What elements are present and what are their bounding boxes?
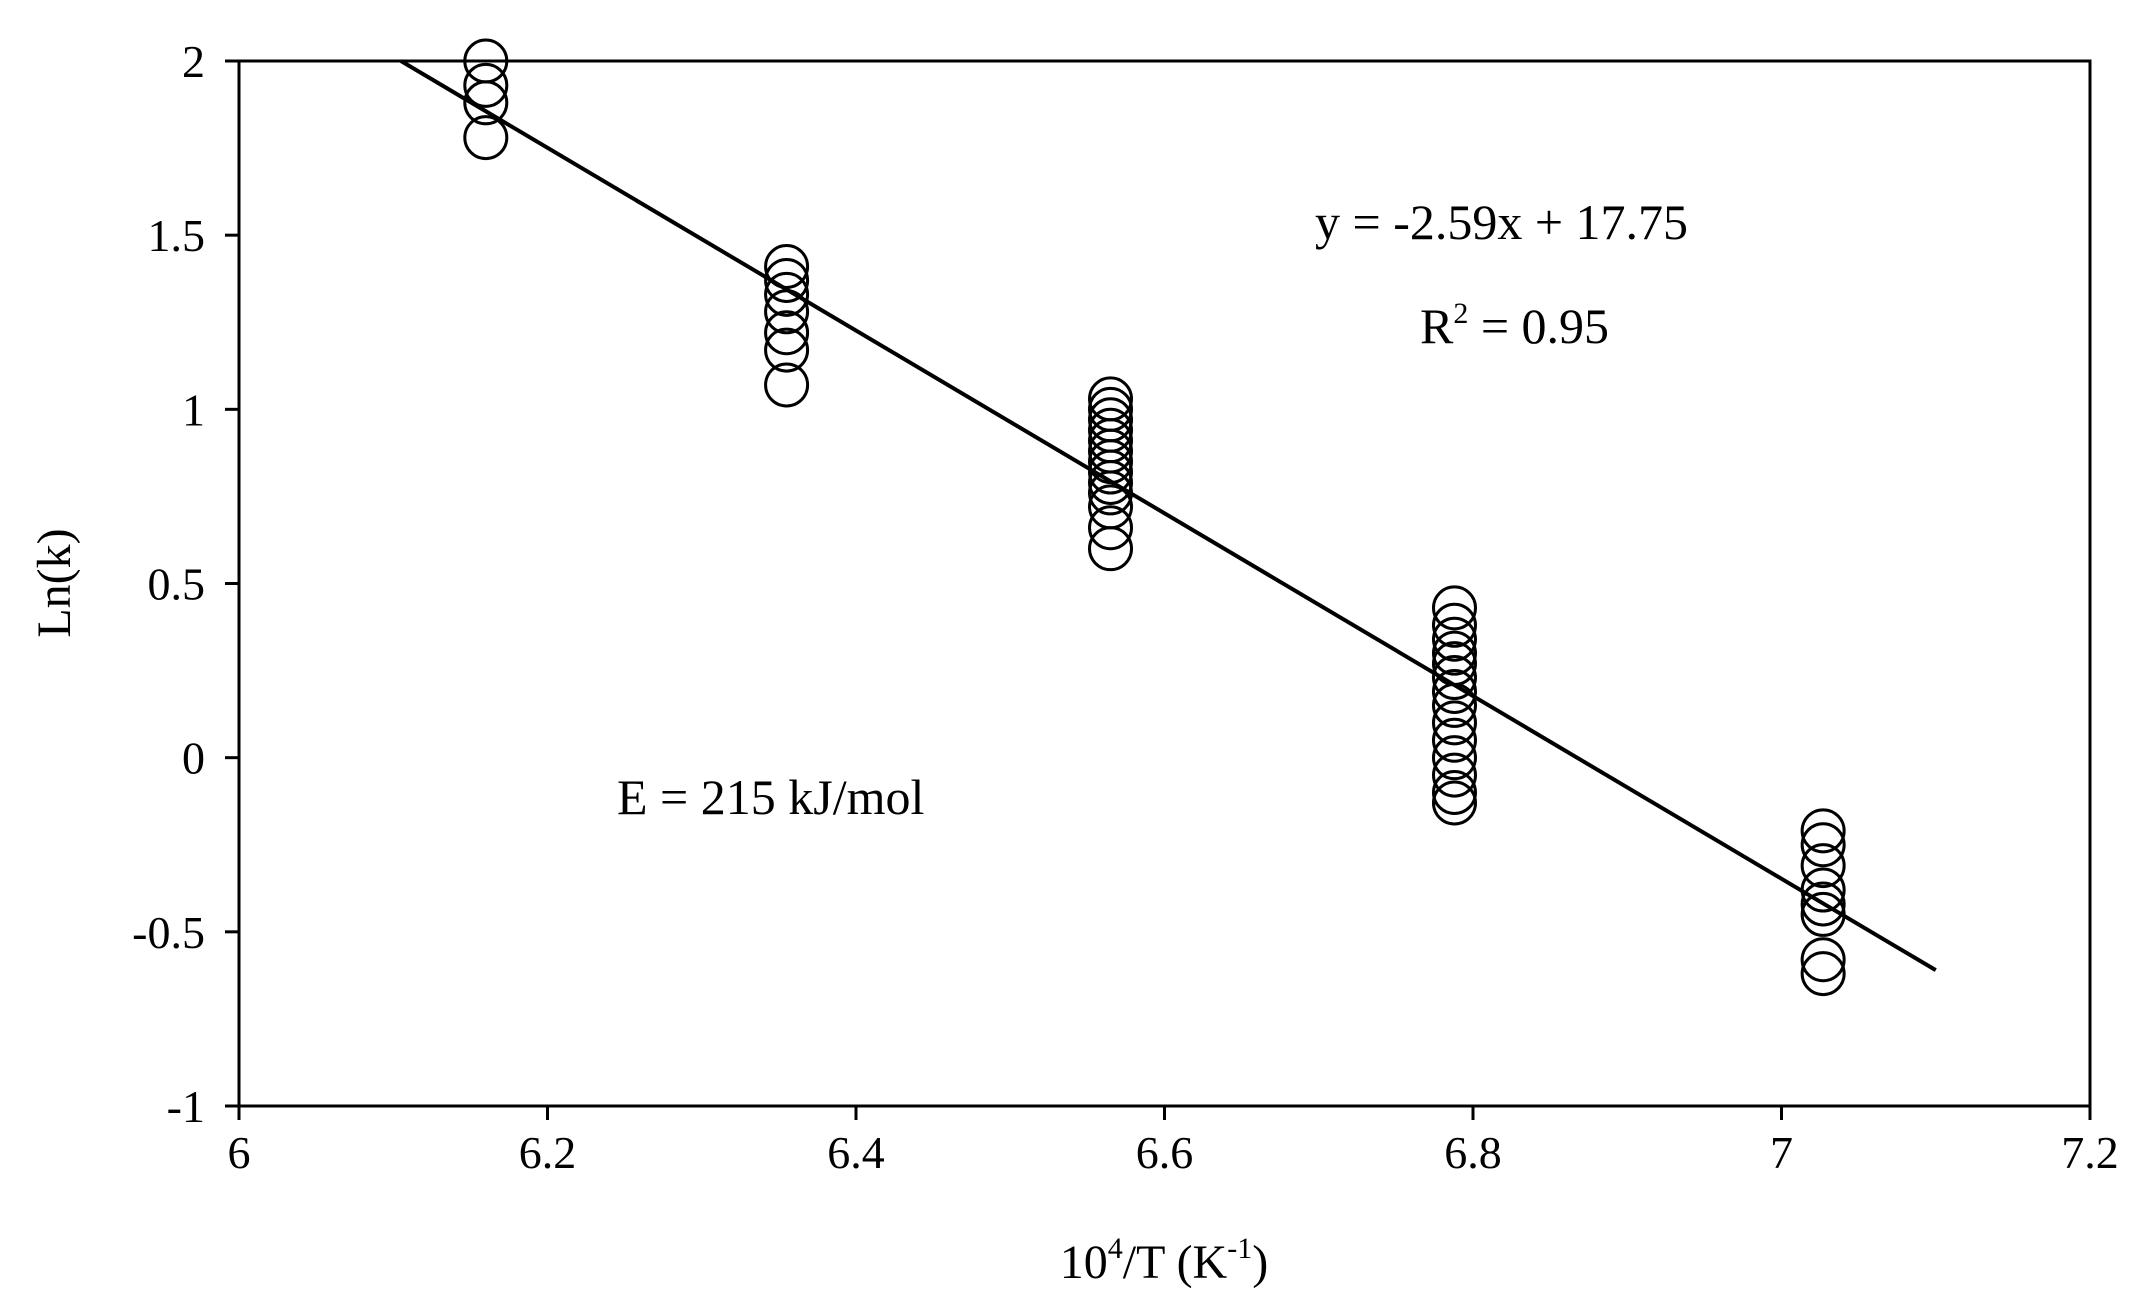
- r-squared-prefix: R: [1420, 298, 1454, 354]
- data-point: [463, 62, 509, 108]
- data-point: [1431, 735, 1477, 781]
- data-point: [764, 310, 810, 356]
- y-tick-label: -1: [167, 1081, 205, 1132]
- data-point: [1431, 655, 1477, 701]
- data-point: [1800, 843, 1846, 889]
- y-axis-title: Ln(k): [28, 528, 81, 637]
- y-tick-label: 2: [182, 36, 205, 87]
- x-title-mid: /T (K: [1123, 1236, 1228, 1289]
- data-point: [1431, 700, 1477, 746]
- data-point: [1088, 459, 1134, 505]
- data-point: [1800, 951, 1846, 997]
- x-tick-label: 6.6: [1136, 1127, 1194, 1178]
- data-point: [1431, 752, 1477, 798]
- data-point: [764, 271, 810, 317]
- data-point: [463, 115, 509, 161]
- data-point: [1800, 822, 1846, 868]
- trend-equation: y = -2.59x + 17.75: [1315, 194, 1688, 250]
- data-point: [1431, 602, 1477, 648]
- data-point: [1431, 668, 1477, 714]
- data-points: [463, 38, 1846, 997]
- x-tick-label: 6.8: [1444, 1127, 1502, 1178]
- x-title-base: 10: [1060, 1236, 1108, 1289]
- x-tick-label: 7.2: [2061, 1127, 2119, 1178]
- x-tick-label: 7: [1770, 1127, 1793, 1178]
- r-squared-sup: 2: [1453, 297, 1468, 330]
- trendline: [399, 59, 1937, 972]
- r-squared-label: R2 = 0.95: [1420, 297, 1609, 354]
- x-title-mid-sup: -1: [1227, 1232, 1252, 1265]
- data-point: [764, 257, 810, 303]
- data-point: [764, 327, 810, 373]
- x-tick-label: 6.4: [827, 1127, 885, 1178]
- x-title-end: ): [1252, 1236, 1268, 1289]
- y-tick-label: 0: [182, 733, 205, 784]
- data-point: [1431, 770, 1477, 815]
- x-axis-title: 104/T (K-1): [1060, 1232, 1268, 1289]
- data-point: [1431, 585, 1477, 631]
- y-tick-label: 1.5: [148, 210, 206, 261]
- y-tick-label: 0.5: [148, 559, 206, 610]
- data-point: [1431, 717, 1477, 763]
- data-point: [1088, 526, 1134, 572]
- data-point: [1800, 808, 1846, 854]
- x-tick-label: 6.2: [519, 1127, 577, 1178]
- y-tick-label: 1: [182, 384, 205, 435]
- x-title-base-sup: 4: [1108, 1232, 1123, 1265]
- data-point: [1431, 780, 1477, 826]
- data-point: [1431, 630, 1477, 676]
- r-squared-suffix: = 0.95: [1468, 298, 1609, 354]
- y-tick-label: -0.5: [132, 907, 205, 958]
- data-point: [1088, 505, 1134, 551]
- y-axis-ticks: -1 -0.5 0 0.5 1 1.5 2: [132, 36, 239, 1132]
- data-point: [463, 80, 509, 126]
- x-tick-label: 6: [228, 1127, 251, 1178]
- data-point: [1431, 616, 1477, 662]
- data-point: [1088, 449, 1134, 495]
- trendline-group: [399, 59, 1937, 972]
- activation-energy-label: E = 215 kJ/mol: [617, 769, 924, 825]
- data-point: [764, 362, 810, 408]
- plot-frame: [237, 59, 2092, 1108]
- x-axis-ticks: 6 6.2 6.4 6.6 6.8 7 7.2: [228, 1106, 2119, 1178]
- data-point: [1800, 937, 1846, 983]
- data-point: [1800, 881, 1846, 927]
